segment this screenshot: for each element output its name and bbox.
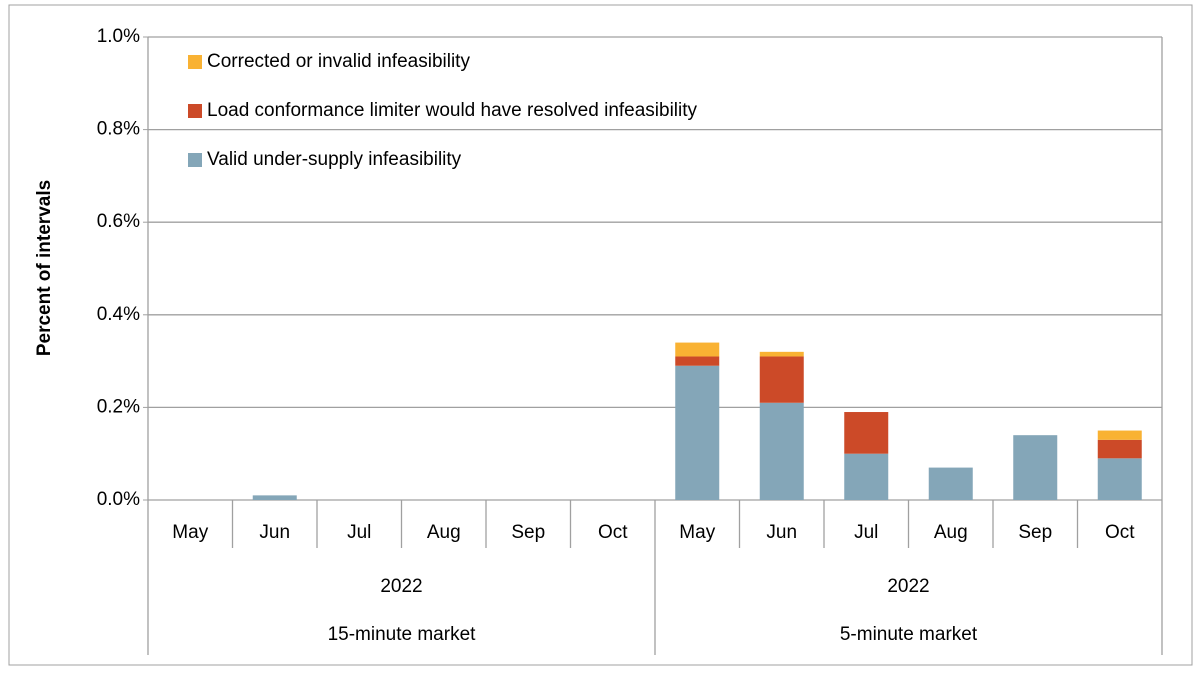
legend-swatch [188, 153, 202, 167]
x-tick-label: Jun [259, 522, 290, 543]
bar-segment [844, 453, 889, 500]
group-label: 15-minute market [328, 624, 477, 645]
y-tick-label: 0.2% [97, 396, 140, 417]
x-tick-label: May [679, 522, 715, 543]
x-tick-label: Aug [427, 522, 461, 543]
year-label: 2022 [380, 576, 422, 597]
x-tick-label: Aug [934, 522, 968, 543]
bar-segment [675, 342, 720, 357]
legend-label: Valid under-supply infeasibility [207, 149, 462, 170]
group-label: 5-minute market [840, 624, 978, 645]
bar-segment [1097, 458, 1142, 500]
bar-segment [759, 402, 804, 500]
x-tick-label: Jul [854, 522, 878, 543]
legend-label: Load conformance limiter would have reso… [207, 100, 698, 121]
bar-segment [1097, 430, 1142, 440]
x-tick-label: Sep [1018, 522, 1052, 543]
y-tick-label: 0.4% [97, 304, 140, 325]
x-tick-label: Jun [766, 522, 797, 543]
bar-segment [1097, 439, 1142, 459]
bar-segment [252, 495, 297, 500]
bar-segment [675, 356, 720, 366]
bar-segment [675, 365, 720, 500]
y-tick-label: 0.0% [97, 489, 140, 510]
legend-label: Corrected or invalid infeasibility [207, 51, 470, 72]
legend-swatch [188, 55, 202, 69]
chart-border [8, 4, 1193, 666]
y-tick-label: 0.8% [97, 119, 140, 140]
x-tick-label: Jul [347, 522, 371, 543]
bar-segment [759, 356, 804, 403]
legend-swatch [188, 104, 202, 118]
x-tick-label: Oct [1105, 522, 1135, 543]
y-tick-label: 0.6% [97, 211, 140, 232]
x-tick-label: May [172, 522, 208, 543]
y-axis-title: Percent of intervals [34, 180, 55, 356]
bar-segment [928, 467, 973, 500]
bar-segment [759, 351, 804, 357]
x-tick-label: Sep [511, 522, 545, 543]
bar-segment [844, 412, 889, 454]
y-tick-label: 1.0% [97, 26, 140, 47]
x-tick-label: Oct [598, 522, 628, 543]
bar-segment [1013, 435, 1058, 500]
year-label: 2022 [887, 576, 929, 597]
